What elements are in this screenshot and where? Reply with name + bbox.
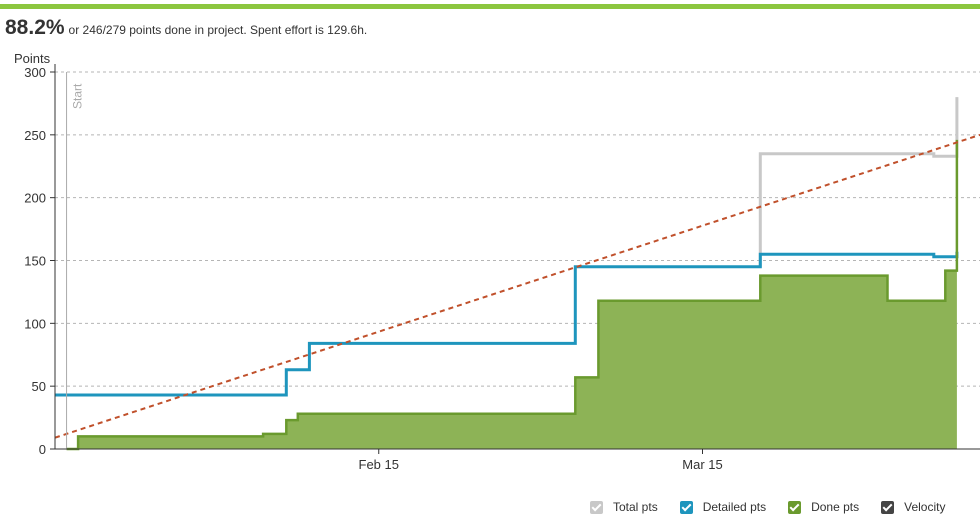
y-tick-label: 0 — [39, 442, 46, 457]
legend-label-done: Done pts — [811, 500, 860, 514]
x-tick-label: Feb 15 — [359, 457, 399, 472]
percent-done: 88.2% — [5, 16, 65, 39]
velocity-checkbox-icon[interactable] — [881, 500, 895, 514]
total-pts-line — [758, 97, 959, 267]
detailed-pts-line — [55, 251, 959, 397]
y-tick-label: 250 — [24, 128, 46, 143]
legend-item-detailed[interactable]: Detailed pts — [679, 500, 767, 514]
legend-item-total[interactable]: Total pts — [590, 500, 658, 514]
summary-text: or 246/279 points done in project. Spent… — [68, 23, 368, 37]
legend-label-velocity: Velocity — [904, 500, 946, 514]
total-checkbox-icon[interactable] — [590, 500, 603, 514]
y-axis-label: Points — [14, 51, 51, 66]
done-checkbox-icon[interactable] — [788, 500, 802, 514]
y-tick-label: 200 — [24, 191, 46, 206]
legend-label-detailed: Detailed pts — [702, 500, 767, 514]
start-marker-label: Start — [71, 83, 85, 109]
y-tick-label: 100 — [24, 316, 46, 331]
x-tick-label: Mar 15 — [682, 457, 722, 472]
legend-item-done[interactable]: Done pts — [788, 500, 859, 514]
y-tick-label: 300 — [24, 65, 46, 80]
legend-item-velocity[interactable]: Velocity — [881, 500, 945, 514]
ideal-burnup-line — [54, 133, 980, 439]
done-pts-line — [66, 139, 959, 451]
y-tick-label: 50 — [32, 379, 46, 394]
done-pts-area — [66, 139, 957, 449]
chart-legend: Total pts Detailed pts Done pts Velocity — [590, 500, 945, 514]
detailed-checkbox-icon[interactable] — [679, 500, 693, 514]
progress-summary: 88.2% or 246/279 points done in project. … — [5, 16, 367, 40]
y-tick-label: 150 — [24, 254, 46, 269]
progress-accent-bar — [0, 4, 980, 9]
legend-label-total: Total pts — [613, 500, 658, 514]
